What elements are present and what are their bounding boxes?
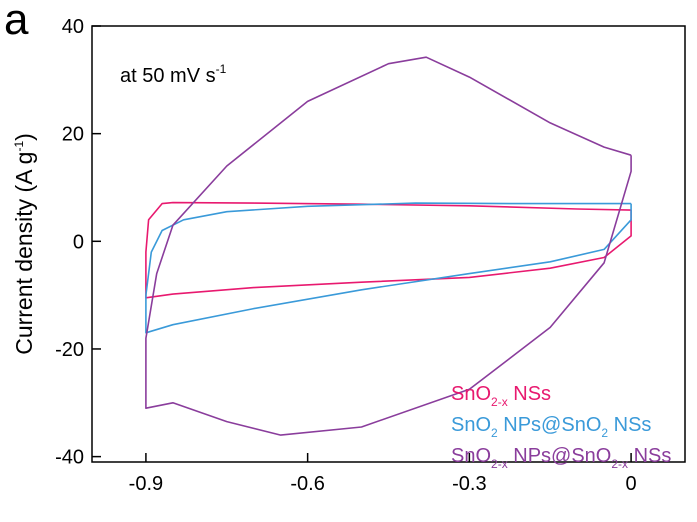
series-line-2	[145, 202, 632, 334]
legend-text-part: SnO	[451, 383, 491, 405]
legend-text-part: SnO	[451, 414, 491, 436]
annotation-exponent: -1	[216, 62, 227, 76]
x-tick-label: 0	[626, 473, 637, 495]
axis-ticks: -0.9 -0.6 -0.3 0 -40 -20 0 20 40	[55, 16, 637, 495]
scan-rate-annotation: at 50 mV s-1	[120, 62, 227, 87]
legend-text-part: NSs	[628, 445, 671, 467]
y-tick-label: 0	[73, 231, 84, 253]
panel-label: a	[4, 0, 29, 44]
legend-text-part: 2	[601, 426, 608, 440]
y-tick-label: 20	[62, 124, 84, 146]
y-tick-label: -40	[55, 447, 84, 469]
annotation-text: at 50 mV s	[120, 65, 216, 87]
y-tick-label: -20	[55, 339, 84, 361]
series-line-3	[145, 56, 632, 436]
y-axis-label: Current density (A g-1)	[11, 133, 37, 355]
legend-entry-3: SnO2-x NPs@SnO2-x NSs	[451, 445, 671, 471]
legend-text-part: 2-x	[491, 457, 508, 471]
y-tick-label: 40	[62, 16, 84, 38]
legend-text-part: 2	[491, 426, 498, 440]
series-layer	[145, 56, 632, 436]
legend-text-part: 2-x	[491, 395, 508, 409]
plot-frame	[91, 25, 686, 463]
legend-text-part: NPs@SnO	[498, 414, 602, 436]
legend-text-part: SnO	[451, 445, 491, 467]
legend-text-part: NSs	[608, 414, 651, 436]
x-tick-label: -0.6	[290, 473, 324, 495]
legend-text-part: 2-x	[611, 457, 628, 471]
y-axis-label-main: Current density (A g	[11, 152, 37, 355]
legend-entry-1: SnO2-x NSs	[451, 383, 551, 409]
x-tick-label: -0.3	[452, 473, 486, 495]
series-line-1	[145, 201, 632, 299]
legend-entry-2: SnO2 NPs@SnO2 NSs	[451, 414, 651, 440]
legend-text-part: NSs	[508, 383, 551, 405]
y-axis-label-end: )	[11, 133, 37, 141]
y-axis-label-exponent: -1	[12, 141, 26, 152]
legend-text-part: NPs@SnO	[508, 445, 612, 467]
x-tick-label: -0.9	[129, 473, 163, 495]
